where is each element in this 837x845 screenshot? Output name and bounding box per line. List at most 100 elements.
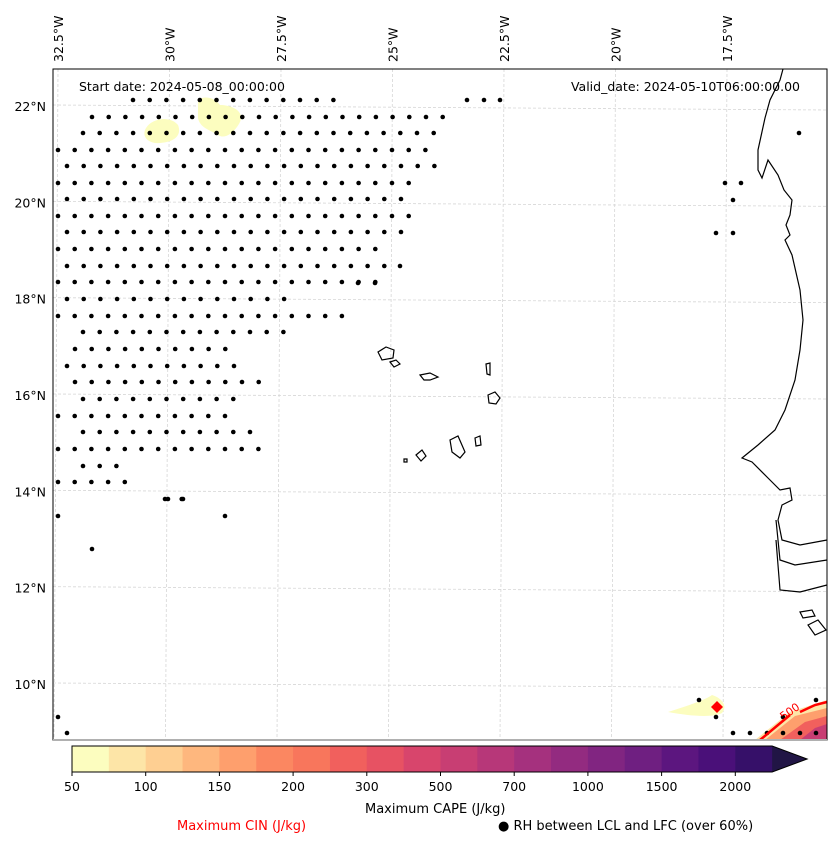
rh-dot: [298, 229, 304, 235]
rh-dot: [281, 229, 287, 235]
rh-dot: [397, 263, 403, 269]
rh-dot: [248, 229, 253, 235]
rh-dot: [231, 363, 237, 369]
rh-dot: [356, 180, 361, 186]
rh-dot: [139, 379, 145, 385]
rh-dot: [315, 263, 320, 269]
rh-dot: [272, 180, 278, 186]
rh-dot: [180, 130, 186, 136]
rh-dot: [247, 329, 253, 335]
rh-dot: [306, 279, 311, 285]
rh-dot: [155, 413, 161, 419]
rh-dot: [122, 180, 128, 186]
cape-patch: [800, 724, 827, 740]
rh-dot: [365, 163, 370, 169]
rh-dot: [80, 329, 86, 335]
rh-dot: [406, 180, 412, 186]
rh-dot: [315, 196, 320, 202]
rh-dot: [298, 196, 304, 202]
rh-dot: [306, 313, 311, 319]
rh-dot: [72, 479, 77, 485]
longitude-tick-label: 22.5°W: [497, 16, 512, 62]
rh-dot: [89, 546, 95, 552]
meridian-line: [276, 68, 282, 741]
rh-dot: [123, 114, 128, 120]
colorbar-segment: [514, 746, 552, 772]
rh-dot: [256, 246, 261, 252]
rh-dot: [64, 730, 70, 736]
rh-dot: [231, 396, 236, 402]
rh-dot: [122, 279, 128, 285]
colorbar-segment: [293, 746, 331, 772]
rh-dot: [355, 280, 361, 286]
rh-dot: [172, 446, 178, 452]
rh-dot: [398, 163, 404, 169]
rh-dot: [239, 213, 244, 219]
start-date-label: Start date: 2024-05-08_00:00:00: [79, 79, 285, 94]
rh-dot: [89, 379, 94, 385]
rh-dot: [55, 714, 61, 720]
island-outline: [377, 346, 395, 361]
rh-dot: [214, 429, 219, 435]
colorbar-segment: [182, 746, 220, 772]
colorbar-segment: [587, 746, 626, 772]
rh-dot: [105, 180, 111, 186]
rh-dot: [172, 147, 178, 153]
rh-dot: [81, 196, 86, 202]
rh-dot: [80, 396, 86, 402]
rh-dot: [389, 180, 395, 186]
rh-dot: [80, 130, 86, 136]
latitude-ticks: 22°N 20°N 18°N 16°N 14°N 12°N 10°N: [14, 99, 46, 692]
rh-dot: [356, 114, 362, 120]
rh-dot: [730, 197, 736, 203]
rh-dot: [389, 147, 395, 153]
rh-dot: [55, 147, 61, 153]
rh-dot: [147, 97, 152, 103]
colorbar-tick-label: 50: [64, 779, 80, 794]
latitude-tick-label: 20°N: [14, 195, 46, 210]
rh-dot: [114, 296, 120, 302]
parallel-line: [52, 393, 828, 400]
rh-dot: [98, 263, 103, 269]
rh-dot: [81, 163, 86, 169]
rh-dot: [222, 413, 228, 419]
rh-dot: [322, 313, 328, 319]
rh-dot: [155, 313, 161, 319]
rh-dot: [389, 213, 395, 219]
rh-dot: [247, 429, 253, 435]
rh-dot: [172, 279, 178, 285]
rh-dot: [55, 513, 61, 519]
rh-dot: [64, 229, 70, 235]
rh-dot: [796, 130, 802, 136]
rh-dot: [89, 114, 95, 120]
rh-dot: [189, 246, 194, 252]
colorbar-segment: [551, 746, 589, 772]
rh-dot: [231, 163, 237, 169]
island-outline: [449, 435, 466, 459]
rh-dot: [164, 396, 169, 402]
colorbar-segment: [698, 746, 736, 772]
cin-contour: [759, 714, 791, 741]
colorbar-segment: [735, 746, 773, 772]
rh-dot: [222, 213, 228, 219]
rh-dot: [164, 229, 170, 235]
rh-dot: [114, 329, 119, 335]
coastline-segment: [775, 539, 828, 593]
rh-dot: [306, 213, 311, 219]
rh-dot: [415, 163, 421, 169]
rh-dot: [398, 196, 404, 202]
rh-dot: [356, 246, 361, 252]
rh-dot: [198, 163, 203, 169]
rh-dot: [414, 130, 420, 136]
colorbar-segment: [477, 746, 515, 772]
rh-dot: [131, 229, 137, 235]
rh-dot: [239, 180, 244, 186]
latitude-tick-label: 10°N: [14, 677, 46, 692]
rh-dot: [206, 279, 211, 285]
rh-dot: [72, 446, 77, 452]
rh-dot: [206, 213, 211, 219]
rh-dot: [122, 213, 128, 219]
colorbar-tick-label: 100: [134, 779, 158, 794]
rh-dot: [306, 147, 311, 153]
rh-dot: [281, 296, 287, 302]
